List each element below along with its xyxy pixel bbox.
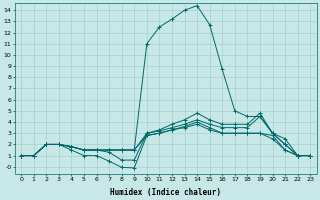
X-axis label: Humidex (Indice chaleur): Humidex (Indice chaleur) bbox=[110, 188, 221, 197]
